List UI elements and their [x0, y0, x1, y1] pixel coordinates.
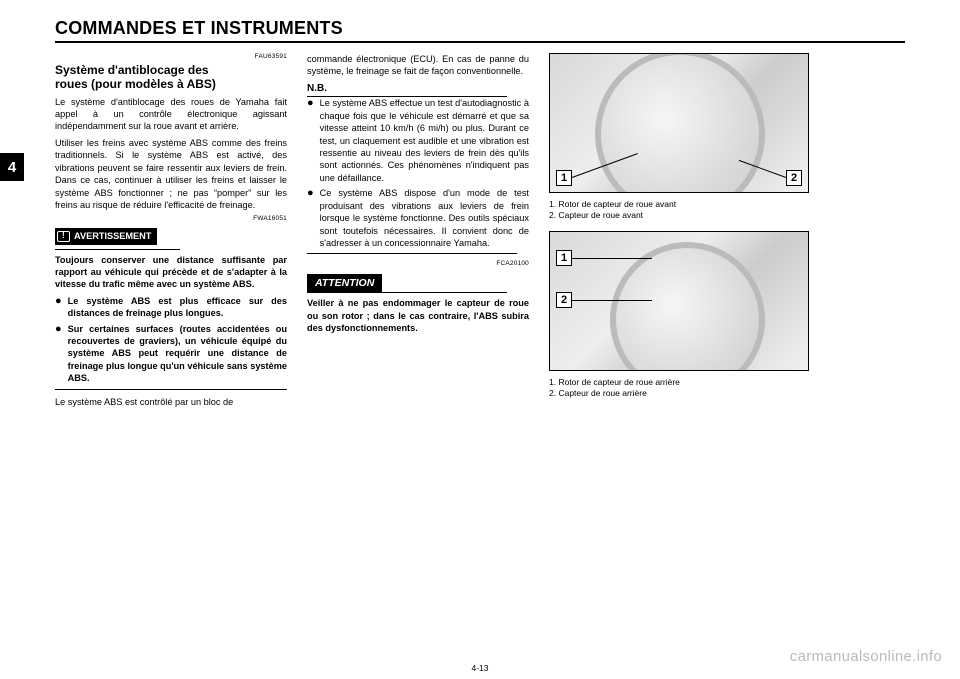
warning-triangle-icon — [57, 231, 70, 242]
bullet-icon: ● — [307, 188, 314, 199]
warning-badge: AVERTISSEMENT — [55, 228, 157, 244]
content-area: 4 FAU63591 Système d'antiblocage des rou… — [55, 53, 905, 669]
bullet-icon: ● — [55, 324, 62, 335]
watermark: carmanualsonline.info — [790, 648, 942, 665]
ref-code: FWA16051 — [55, 215, 287, 224]
divider — [307, 253, 517, 254]
page: COMMANDES ET INSTRUMENTS 4 FAU63591 Syst… — [0, 0, 960, 679]
callout-2: 2 — [786, 170, 802, 186]
section-number-tab: 4 — [0, 153, 24, 181]
note-bullets: ● Le système ABS effectue un test d'autod… — [307, 97, 529, 249]
leader-line — [572, 300, 652, 301]
page-title: COMMANDES ET INSTRUMENTS — [55, 18, 905, 39]
ref-code: FAU63591 — [55, 53, 287, 62]
column-2: commande électronique (ECU). En cas de p… — [297, 53, 539, 669]
bullet-text: Ce système ABS dispose d'un mode de test… — [320, 187, 529, 249]
figure-rear-wheel: 1 2 — [549, 231, 809, 371]
leader-line — [572, 258, 652, 259]
column-3: 1 2 1. Rotor de capteur de roue avant 2.… — [539, 53, 905, 669]
list-item: ● Ce système ABS dispose d'un mode de tes… — [307, 187, 529, 249]
attention-paragraph: Veiller à ne pas endommager le capteur d… — [307, 297, 529, 334]
warning-paragraph: Toujours conserver une distance suffisan… — [55, 254, 287, 291]
warning-bullets: ● Le système ABS est plus efficace sur de… — [55, 295, 287, 385]
caption-line: 2. Capteur de roue avant — [549, 210, 905, 221]
divider — [55, 249, 180, 250]
heading-line1: Système d'antiblocage des — [55, 63, 209, 77]
figure-front-wheel: 1 2 — [549, 53, 809, 193]
bullet-icon: ● — [307, 98, 314, 109]
callout-1: 1 — [556, 170, 572, 186]
list-item: ● Sur certaines surfaces (routes accident… — [55, 323, 287, 385]
paragraph: Le système d'antiblocage des roues de Ya… — [55, 96, 287, 133]
page-header: COMMANDES ET INSTRUMENTS — [55, 18, 905, 43]
list-item: ● Le système ABS est plus efficace sur de… — [55, 295, 287, 320]
callout-1: 1 — [556, 250, 572, 266]
callout-2: 2 — [556, 292, 572, 308]
warning-label: AVERTISSEMENT — [74, 230, 151, 242]
divider — [307, 292, 507, 293]
column-1: FAU63591 Système d'antiblocage des roues… — [55, 53, 297, 669]
section-heading: Système d'antiblocage des roues (pour mo… — [55, 63, 287, 92]
bullet-text: Sur certaines surfaces (routes accidenté… — [68, 323, 287, 385]
paragraph: commande électronique (ECU). En cas de p… — [307, 53, 529, 78]
note-heading: N.B. — [307, 82, 507, 98]
ref-code: FCA20100 — [307, 260, 529, 269]
figure-caption: 1. Rotor de capteur de roue avant 2. Cap… — [549, 199, 905, 221]
paragraph: Utiliser les freins avec système ABS com… — [55, 137, 287, 212]
brake-disc-illustration — [595, 53, 765, 193]
attention-badge: ATTENTION — [307, 274, 382, 292]
bullet-icon: ● — [55, 296, 62, 307]
bullet-text: Le système ABS est plus efficace sur des… — [68, 295, 287, 320]
list-item: ● Le système ABS effectue un test d'autod… — [307, 97, 529, 184]
divider — [55, 389, 287, 390]
caption-line: 1. Rotor de capteur de roue arrière — [549, 377, 905, 388]
brake-disc-illustration — [610, 242, 765, 371]
paragraph: Le système ABS est contrôlé par un bloc … — [55, 396, 287, 408]
figure-caption: 1. Rotor de capteur de roue arrière 2. C… — [549, 377, 905, 399]
bullet-text: Le système ABS effectue un test d'autodi… — [320, 97, 529, 184]
caption-line: 2. Capteur de roue arrière — [549, 388, 905, 399]
heading-line2: roues (pour modèles à ABS) — [55, 77, 216, 91]
caption-line: 1. Rotor de capteur de roue avant — [549, 199, 905, 210]
